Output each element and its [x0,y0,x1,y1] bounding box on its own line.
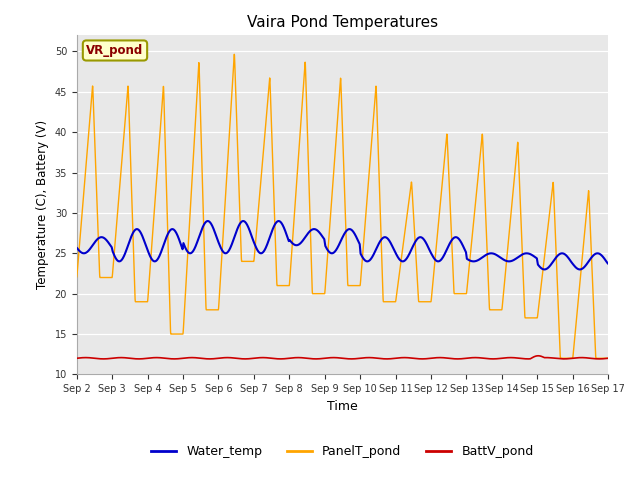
Y-axis label: Temperature (C), Battery (V): Temperature (C), Battery (V) [36,120,49,289]
Legend: Water_temp, PanelT_pond, BattV_pond: Water_temp, PanelT_pond, BattV_pond [146,440,539,463]
Title: Vaira Pond Temperatures: Vaira Pond Temperatures [247,15,438,30]
X-axis label: Time: Time [327,400,358,413]
Text: VR_pond: VR_pond [86,44,143,57]
